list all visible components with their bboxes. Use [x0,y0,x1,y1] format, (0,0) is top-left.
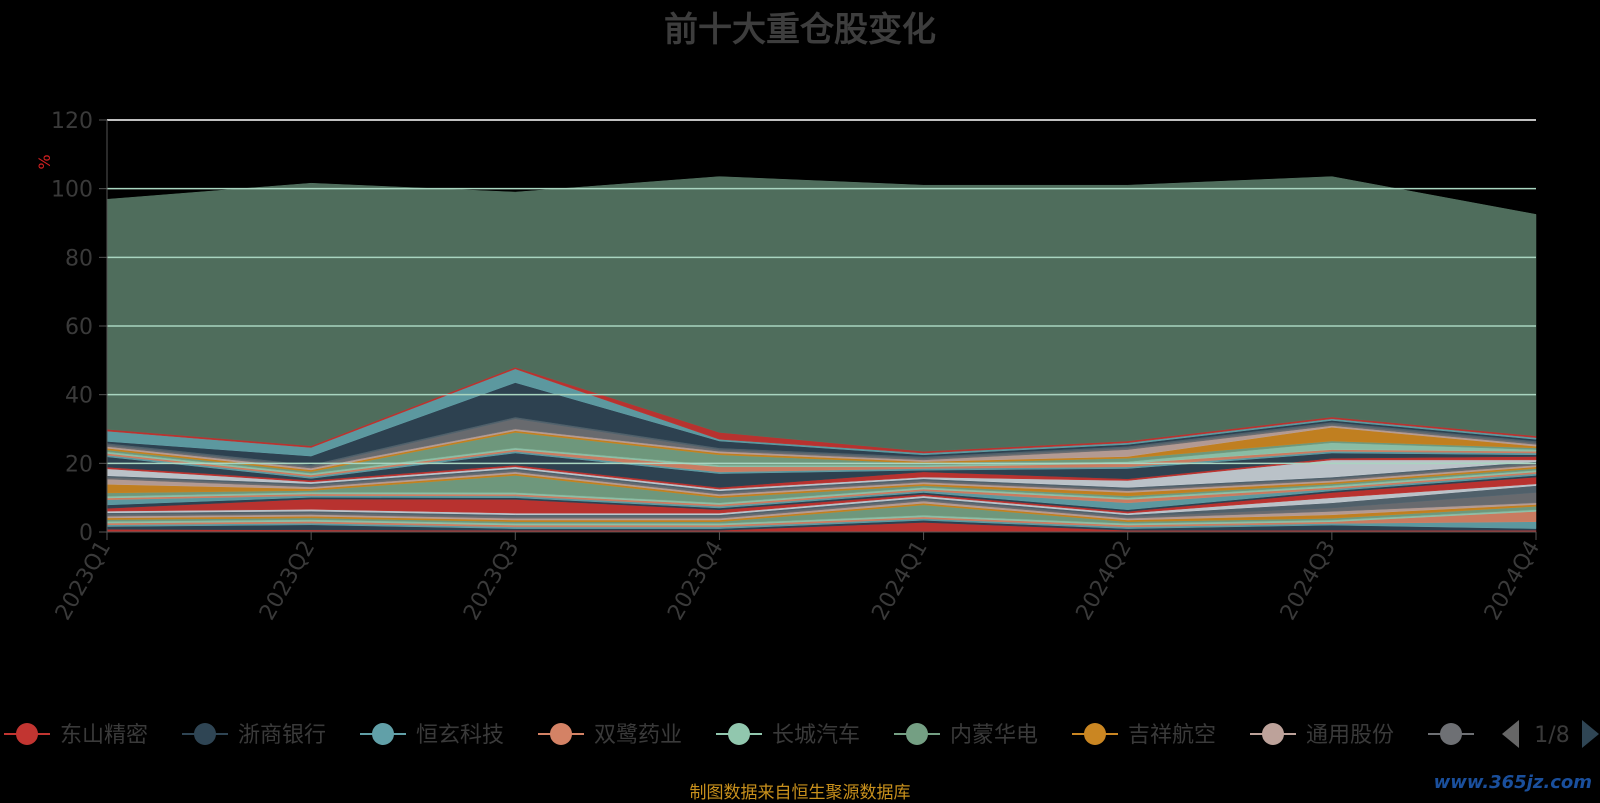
y-tick-label: 100 [51,178,93,203]
y-tick-label: 0 [79,521,93,546]
y-tick-label: 120 [51,109,93,134]
y-tick-label: 40 [65,384,93,409]
legend-item-label[interactable]: 长城汽车 [772,723,860,748]
x-tick-label: 2023Q4 [663,537,728,625]
legend-next-icon[interactable] [1582,720,1599,748]
y-tick-label: 80 [65,246,93,271]
area-series-layer [106,176,1537,533]
legend-item-label[interactable]: 东山精密 [60,723,148,748]
legend-prev-icon[interactable] [1502,720,1519,748]
legend-item-label[interactable]: 浙商银行 [238,723,326,748]
x-tick-label: 2024Q3 [1276,537,1341,625]
y-axis-label: % [35,154,54,169]
grid-lines [107,119,1536,465]
series-area-holding-36[interactable] [106,176,1537,452]
x-tick-label: 2023Q1 [51,537,116,625]
chart-title: 前十大重仓股变化 [664,10,936,50]
site-watermark: www.365jz.com [1433,772,1592,793]
data-source-note: 制图数据来自恒生聚源数据库 [689,783,911,803]
y-tick-label: 60 [65,315,93,340]
legend-marker-icon[interactable] [550,723,572,745]
legend-page-indicator: 1/8 [1534,723,1569,748]
legend-item-label[interactable]: 双鹭药业 [594,723,682,748]
legend-item-label[interactable]: 内蒙华电 [950,723,1038,748]
legend-marker-icon[interactable] [1262,723,1284,745]
x-tick-label: 2024Q4 [1480,537,1545,625]
legend-marker-icon[interactable] [906,723,928,745]
legend-item-label[interactable]: 通用股份 [1306,723,1394,748]
legend-marker-icon[interactable] [372,723,394,745]
legend-item-label[interactable]: 吉祥航空 [1128,723,1216,748]
legend-marker-icon[interactable] [728,723,750,745]
x-tick-label: 2023Q3 [459,537,524,625]
x-tick-label: 2023Q2 [255,537,320,625]
legend-marker-icon[interactable] [194,723,216,745]
legend: 东山精密 浙商银行 恒玄科技 双鹭药业 长城汽车 内蒙华电 吉祥航空 通用股份 1/8 [4,720,1599,748]
legend-marker-icon[interactable] [1440,723,1462,745]
legend-item-label[interactable]: 恒玄科技 [416,723,504,748]
x-tick-label: 2024Q2 [1072,537,1137,625]
legend-marker-icon[interactable] [16,723,38,745]
x-tick-label: 2024Q1 [867,537,932,625]
legend-marker-icon[interactable] [1084,723,1106,745]
y-tick-label: 20 [65,452,93,477]
